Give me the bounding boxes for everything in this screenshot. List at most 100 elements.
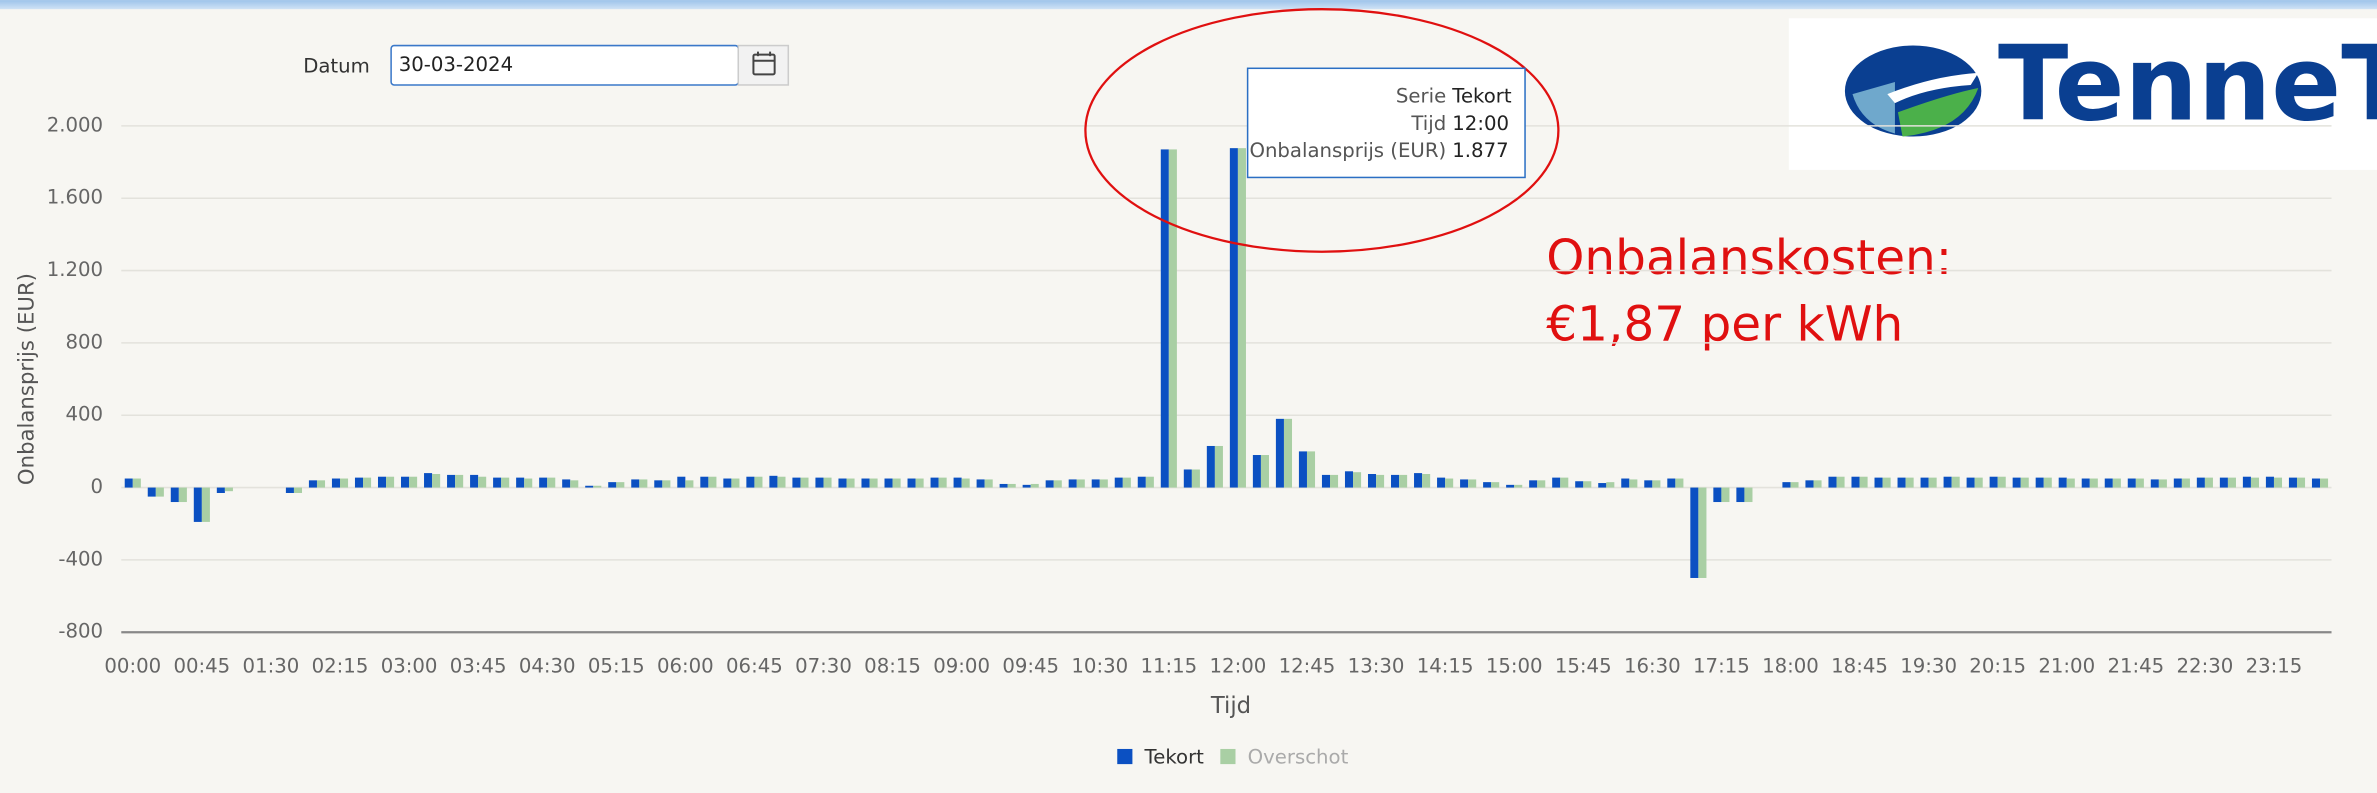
x-tick-label: 02:15: [312, 655, 369, 678]
bar: [1813, 480, 1822, 488]
bar: [2273, 477, 2283, 488]
bar: [1321, 474, 1331, 488]
bar: [585, 485, 594, 488]
bar: [170, 487, 179, 503]
bar: [1598, 483, 1607, 488]
bar: [631, 479, 640, 488]
bar: [1468, 479, 1477, 488]
bar: [1330, 474, 1339, 488]
bar: [846, 478, 855, 488]
bar: [723, 478, 732, 488]
bar: [1068, 479, 1077, 488]
plot: -800 -400 0 400 800 1.200 1.600 2.000 00:00 00:45…: [47, 113, 2332, 769]
y-tick-label: 800: [66, 330, 104, 353]
bar: [1353, 472, 1362, 488]
bar: [1859, 476, 1868, 488]
bar: [363, 477, 372, 488]
bar: [1782, 482, 1791, 488]
bar: [1053, 480, 1062, 488]
bar: [316, 480, 326, 488]
bar: [132, 478, 141, 488]
legend-swatch: [1220, 748, 1236, 765]
calendar-button[interactable]: [737, 44, 790, 86]
bar: [424, 473, 433, 488]
bar: [2288, 477, 2297, 488]
bar: [1675, 478, 1684, 488]
x-tick-label: 10:30: [1071, 655, 1128, 678]
bar: [800, 477, 809, 488]
bar: [1283, 418, 1293, 488]
bar: [2020, 477, 2029, 488]
bar: [746, 476, 755, 488]
bar: [1022, 484, 1031, 488]
bar: [432, 474, 441, 488]
y-tick-label: 0: [91, 475, 104, 498]
bar: [984, 479, 993, 488]
bar: [1644, 480, 1653, 488]
logo-text: TenneT: [1998, 24, 2377, 144]
bar: [562, 479, 571, 488]
bar: [1828, 476, 1837, 488]
bar: [377, 476, 387, 488]
bar: [1974, 477, 1983, 488]
x-tick-label: 06:45: [726, 655, 783, 678]
bar: [1836, 476, 1845, 488]
bar: [2035, 477, 2044, 488]
bar: [999, 483, 1008, 488]
x-axis-label: Tijd: [1210, 693, 1251, 719]
x-tick-label: 12:00: [1210, 655, 1267, 678]
x-tick-label: 20:15: [1969, 655, 2026, 678]
bar: [570, 480, 579, 488]
bar: [1076, 479, 1085, 488]
bar: [1168, 149, 1177, 488]
bar: [1652, 480, 1661, 488]
legend-label: Tekort: [1144, 746, 1205, 769]
x-tick-label: 07:30: [795, 655, 852, 678]
bar: [1437, 477, 1446, 488]
x-tick-label: 03:00: [381, 655, 438, 678]
bar: [308, 480, 317, 488]
bar: [524, 478, 533, 488]
x-tick-label: 19:30: [1900, 655, 1957, 678]
bar: [2296, 477, 2306, 488]
bar: [708, 476, 717, 488]
bar: [2127, 478, 2136, 488]
x-tick-label: 17:15: [1693, 655, 1750, 678]
bar: [2219, 477, 2228, 488]
bar: [938, 477, 947, 488]
bar: [354, 477, 364, 488]
bar: [1422, 474, 1431, 488]
bar: [2066, 478, 2075, 488]
bar: [1606, 482, 1615, 488]
annotation: Onbalanskosten:: [1546, 230, 1952, 286]
bar: [1275, 418, 1284, 488]
bar: [2196, 477, 2205, 488]
bar: [1560, 477, 1569, 488]
bar: [339, 478, 349, 488]
x-tick-label: 00:00: [104, 655, 161, 678]
bar: [1137, 476, 1146, 488]
date-value: 30-03-2024: [399, 53, 513, 76]
bar: [2058, 477, 2067, 488]
bar: [1698, 487, 1707, 578]
y-tick-label: 400: [66, 403, 104, 426]
bar: [193, 487, 202, 522]
x-tick-label: 08:15: [864, 655, 921, 678]
bar: [1483, 482, 1492, 488]
logo-mark: [1844, 45, 1982, 137]
bar: [815, 477, 824, 488]
bar: [1537, 480, 1546, 488]
x-tick-label: 21:00: [2038, 655, 2095, 678]
bar: [409, 476, 418, 488]
bar: [147, 487, 156, 497]
legend-label: Overschot: [1248, 746, 1349, 769]
bar: [293, 487, 303, 493]
bar: [1367, 474, 1377, 488]
bar: [124, 478, 133, 488]
bar: [869, 478, 878, 488]
bar: [401, 476, 410, 488]
bar: [685, 480, 694, 488]
x-tick-label: 15:00: [1486, 655, 1543, 678]
